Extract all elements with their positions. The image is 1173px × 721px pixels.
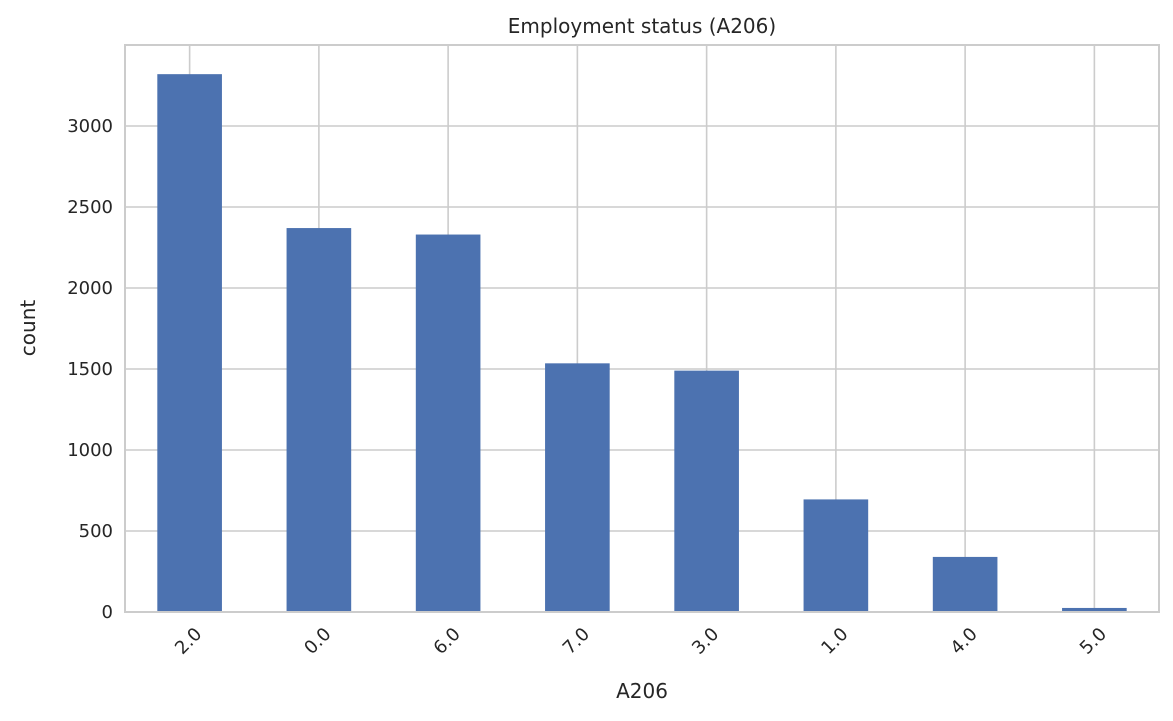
chart-title: Employment status (A206) [508, 14, 776, 38]
plot-frame [124, 44, 1160, 613]
x-tick-label: 6.0 [430, 624, 465, 659]
x-tick-label: 4.0 [947, 624, 982, 659]
x-axis-ticks: 2.0 0.0 6.0 7.0 3.0 1.0 4.0 5.0 [171, 624, 1111, 659]
y-axis-ticks: 0 500 1000 1500 2000 2500 3000 [67, 116, 113, 623]
x-tick-label: 5.0 [1076, 624, 1111, 659]
y-tick-label: 0 [102, 602, 113, 623]
y-tick-label: 3000 [67, 116, 113, 137]
y-tick-label: 2500 [67, 197, 113, 218]
x-tick-label: 0.0 [300, 624, 335, 659]
bar-0.0 [286, 228, 352, 612]
x-axis-label: A206 [616, 679, 668, 703]
bar-2.0 [157, 74, 222, 612]
bar-4.0 [932, 556, 998, 612]
bar-5.0 [1062, 607, 1127, 612]
bar-6.0 [415, 234, 481, 613]
y-axis-label: count [16, 300, 40, 357]
x-tick-label: 2.0 [171, 624, 206, 659]
bar-1.0 [803, 499, 869, 612]
bar-7.0 [545, 363, 610, 612]
x-tick-label: 7.0 [559, 624, 594, 659]
x-tick-label: 3.0 [688, 624, 723, 659]
y-tick-label: 500 [79, 521, 113, 542]
y-tick-label: 1000 [67, 440, 113, 461]
bars [157, 74, 1127, 613]
y-tick-label: 2000 [67, 278, 113, 299]
x-tick-label: 1.0 [817, 624, 852, 659]
grid [125, 45, 1159, 613]
bar-3.0 [674, 370, 739, 612]
y-tick-label: 1500 [67, 359, 113, 380]
